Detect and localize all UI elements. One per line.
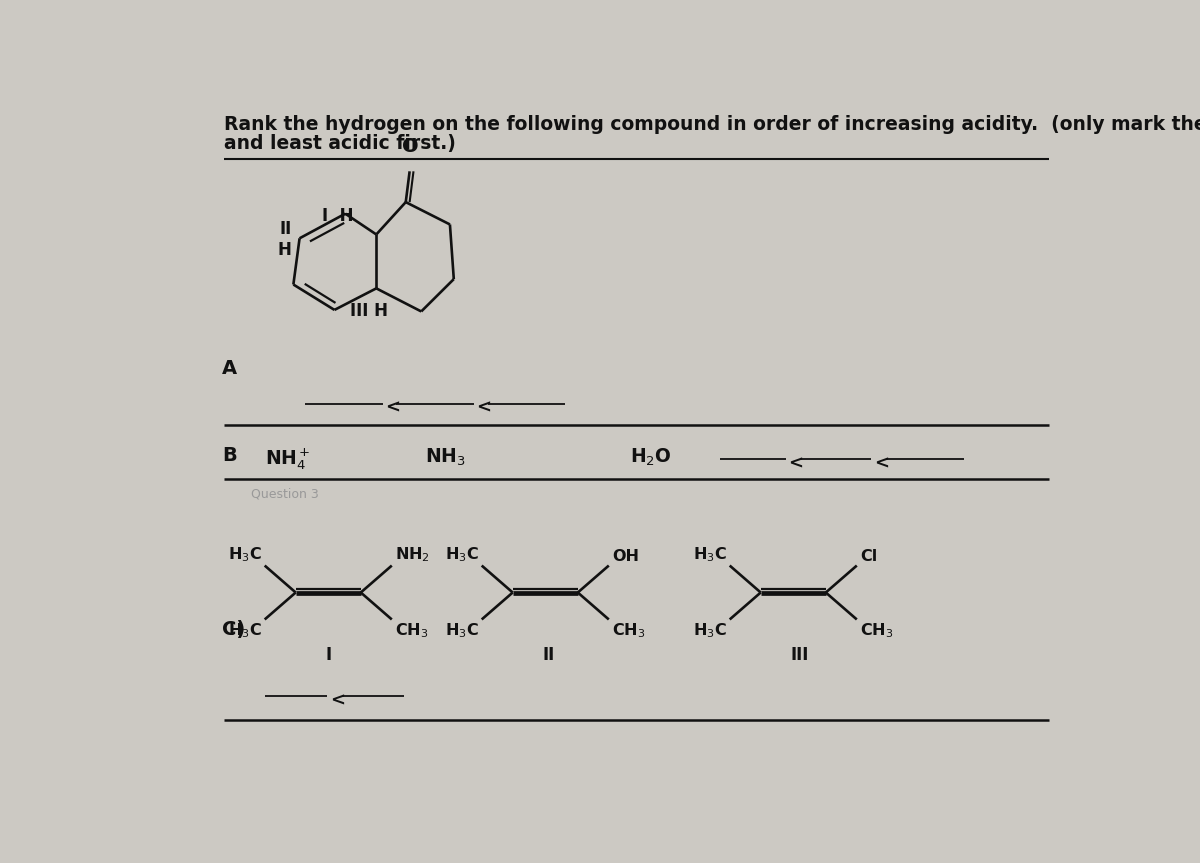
Text: and least acidic first.): and least acidic first.) — [223, 135, 456, 154]
Text: III: III — [791, 646, 809, 665]
Text: I: I — [325, 646, 331, 665]
Text: <: < — [330, 691, 344, 709]
Text: B: B — [222, 446, 236, 465]
Text: NH$_3$: NH$_3$ — [425, 446, 466, 468]
Text: Cl: Cl — [860, 549, 877, 564]
Text: H$_3$C: H$_3$C — [445, 621, 479, 639]
Text: Question 3: Question 3 — [251, 487, 318, 500]
Text: O: O — [402, 137, 419, 156]
Text: <: < — [476, 399, 491, 417]
Text: II
H: II H — [278, 220, 292, 259]
Text: H$_3$C: H$_3$C — [692, 621, 727, 639]
Text: I  H: I H — [322, 207, 353, 225]
Text: H$_3$C: H$_3$C — [228, 545, 262, 564]
Text: A: A — [222, 360, 238, 379]
Text: CH$_3$: CH$_3$ — [395, 621, 428, 639]
Text: NH$_4^+$: NH$_4^+$ — [265, 446, 310, 472]
Text: <: < — [385, 399, 400, 417]
Text: H$_2$O: H$_2$O — [630, 446, 672, 468]
Text: C): C) — [222, 620, 245, 639]
Text: Rank the hydrogen on the following compound in order of increasing acidity.  (on: Rank the hydrogen on the following compo… — [223, 115, 1200, 134]
Text: H$_3$C: H$_3$C — [692, 545, 727, 564]
Text: NH$_2$: NH$_2$ — [395, 545, 430, 564]
Text: CH$_3$: CH$_3$ — [860, 621, 893, 639]
Text: CH$_3$: CH$_3$ — [612, 621, 646, 639]
Text: OH: OH — [612, 549, 638, 564]
Text: <: < — [874, 454, 889, 472]
Text: II: II — [542, 646, 556, 665]
Text: <: < — [788, 454, 804, 472]
Text: III H: III H — [349, 302, 388, 320]
Text: H$_3$C: H$_3$C — [228, 621, 262, 639]
Text: H$_3$C: H$_3$C — [445, 545, 479, 564]
